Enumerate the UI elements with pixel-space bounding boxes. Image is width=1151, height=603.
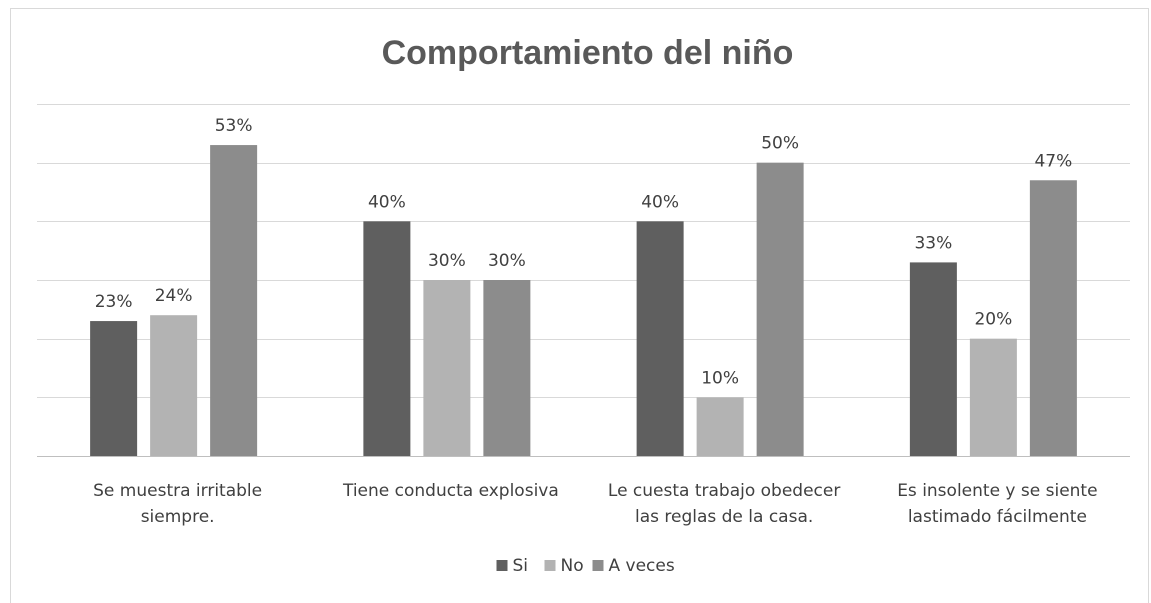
legend-item-no: No — [544, 556, 584, 576]
bar-a-veces — [1029, 180, 1077, 456]
data-label: 47% — [1034, 151, 1072, 171]
legend-item-si: Si — [496, 556, 529, 576]
category-label-line: Es insolente y se siente — [897, 481, 1097, 501]
data-label: 30% — [488, 251, 526, 271]
category-labels: Se muestra irritable siempre. Tiene conduc… — [93, 481, 1097, 527]
legend-item-a-veces: A veces — [592, 556, 675, 576]
bar-a-veces — [210, 145, 258, 457]
data-label: 33% — [914, 233, 952, 253]
data-label: 20% — [974, 310, 1012, 330]
bar-no — [423, 280, 471, 456]
data-label: 40% — [641, 192, 679, 212]
legend-label: Si — [513, 556, 529, 576]
category-label-line: Se muestra irritable — [93, 481, 262, 501]
data-label: 53% — [215, 116, 253, 136]
bar-si — [909, 262, 957, 456]
bar-si — [636, 221, 684, 456]
category-label-line: siempre. — [141, 507, 215, 527]
data-label: 23% — [95, 292, 133, 312]
category-label-line: Le cuesta trabajo obedecer — [608, 481, 840, 501]
chart-title: Comportamiento del niño — [382, 34, 794, 72]
bars — [90, 145, 1077, 457]
bar-no — [696, 397, 744, 456]
category-label: Tiene conducta explosiva — [342, 481, 559, 501]
legend-swatch — [544, 560, 556, 571]
category-label: Se muestra irritable siempre. — [93, 481, 262, 527]
category-label: Le cuesta trabajo obedecer las reglas de … — [608, 481, 840, 527]
bar-a-veces — [483, 280, 531, 456]
data-label: 10% — [701, 368, 739, 388]
data-label: 30% — [428, 251, 466, 271]
data-labels: 23% 24% 53% 40% 30% 30% 40% 10% 50% 33% 20% 47% — [95, 116, 1073, 388]
bar-si — [90, 321, 138, 456]
bar-no — [150, 315, 198, 456]
bar-si — [363, 221, 411, 456]
data-label: 24% — [155, 286, 193, 306]
category-label-line: Tiene conducta explosiva — [342, 481, 559, 501]
bar-a-veces — [756, 162, 804, 456]
legend-label: No — [561, 556, 584, 576]
chart-frame — [10, 8, 1149, 603]
category-label-line: las reglas de la casa. — [635, 507, 813, 527]
legend-swatch — [592, 560, 604, 571]
category-label: Es insolente y se siente lastimado fácilm… — [897, 481, 1097, 527]
data-label: 40% — [368, 192, 406, 212]
legend-label: A veces — [609, 556, 675, 576]
legend-swatch — [496, 560, 508, 571]
data-label: 50% — [761, 134, 799, 154]
bar-no — [969, 338, 1017, 456]
legend: Si No A veces — [496, 556, 675, 576]
category-label-line: lastimado fácilmente — [908, 507, 1087, 527]
